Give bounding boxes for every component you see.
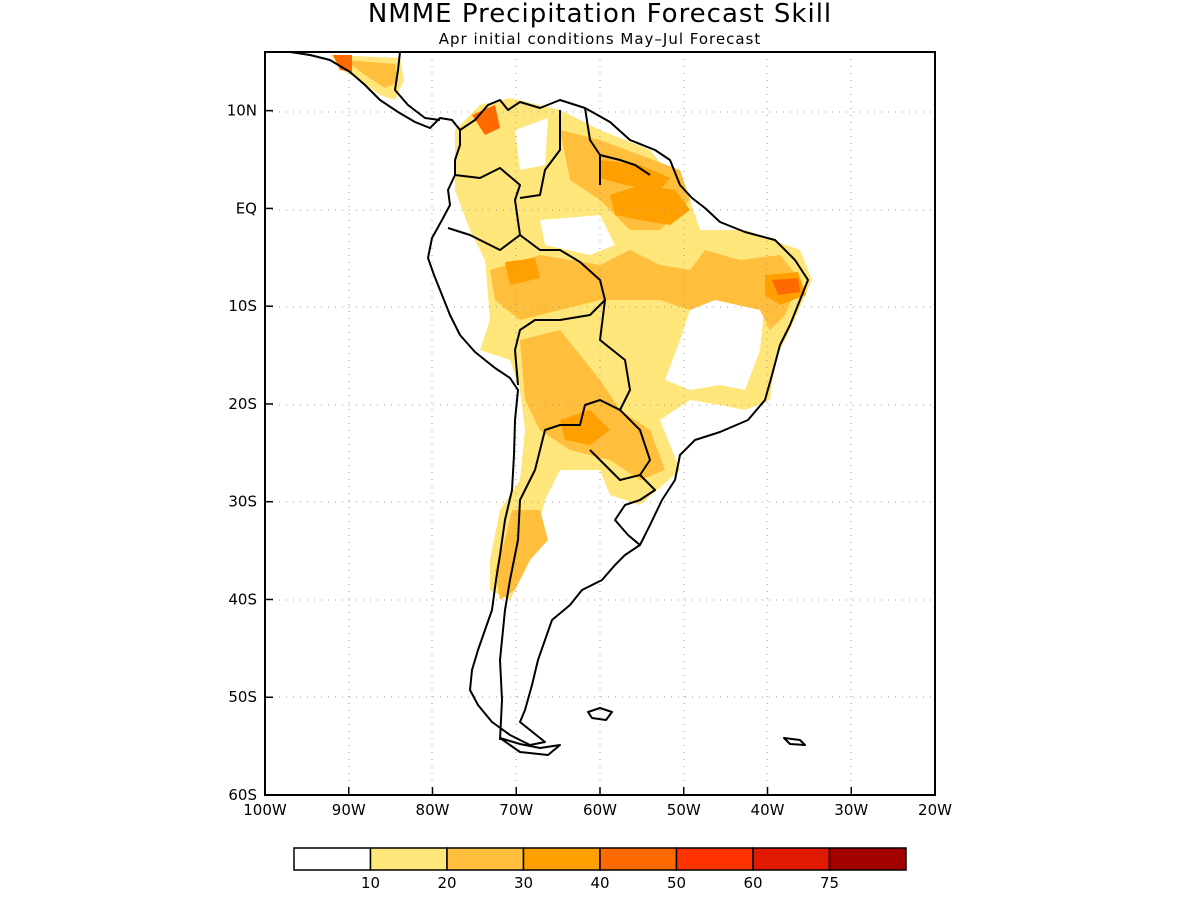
x-tick-label: 20W [918,801,952,819]
x-axis: 100W 90W 80W 70W 60W 50W 40W 30W 20W [243,787,952,819]
x-tick-label: 90W [332,801,366,819]
skill-region-central-america-core [345,60,398,88]
colorbar-swatch [752,847,831,871]
skill-gap-colombia [515,118,548,170]
colorbar-swatch [369,847,448,871]
skill-gap-amazon [540,215,615,255]
y-tick-label: 60S [228,786,257,804]
skill-region-guiana-strip [600,160,670,190]
colorbar-label: 75 [820,874,839,892]
map-area [265,52,935,795]
colorbar-label: 10 [361,874,380,892]
x-tick-label: 70W [499,801,533,819]
south-america-coast [427,99,809,746]
x-tick-label: 60W [583,801,617,819]
skill-region-amazon-mouth [610,185,690,225]
y-tick-label: 10S [228,297,257,315]
map-grid [265,52,935,795]
y-tick-label: EQ [236,199,257,217]
y-tick-label: 30S [228,493,257,511]
y-tick-label: 20S [228,395,257,413]
colorbar: 10 20 30 40 50 60 75 [293,847,907,892]
colorbar-label: 30 [514,874,533,892]
x-tick-label: 100W [243,801,287,819]
y-tick-label: 10N [227,102,257,120]
y-tick-label: 40S [228,590,257,608]
skill-region-northeast-hotspot [772,278,800,295]
colorbar-label: 20 [437,874,456,892]
south-georgia-coast [783,737,806,746]
skill-region-venezuela-hotspot [472,105,500,135]
falklands-coast [587,707,613,721]
colorbar-swatch [599,847,678,871]
central-america-coast [289,52,461,131]
country-borders-layer [447,107,656,741]
colorbar-swatch [522,847,601,871]
colorbar-swatch [293,847,372,871]
x-tick-label: 40W [751,801,785,819]
skill-region-bolivia-core [520,330,665,480]
colorbar-label: 40 [590,874,609,892]
colorbar-swatch [828,847,907,871]
x-tick-label: 80W [416,801,450,819]
y-axis: 10N EQ 10S 20S 30S 40S 50S 60S [227,102,273,804]
colorbar-label: 50 [667,874,686,892]
colorbar-swatch [675,847,754,871]
coastline-layer [289,52,809,756]
colorbar-swatch [446,847,525,871]
skill-region-guatemala [333,55,352,72]
colorbar-label: 60 [743,874,762,892]
skill-region-amazon-core [490,250,800,330]
skill-region-peru-west [505,258,540,285]
map-title: NMME Precipitation Forecast Skill [368,0,832,29]
y-tick-label: 50S [228,688,257,706]
skill-region-paraguay [560,410,610,445]
x-tick-label: 30W [834,801,868,819]
skill-shading-layer [330,55,812,600]
x-tick-label: 50W [667,801,701,819]
skill-region-chile-core [495,510,548,600]
map-subtitle: Apr initial conditions May–Jul Forecast [439,30,762,48]
central-america-caribbean-coast [394,52,441,121]
tierra-del-fuego-coast [499,737,561,756]
